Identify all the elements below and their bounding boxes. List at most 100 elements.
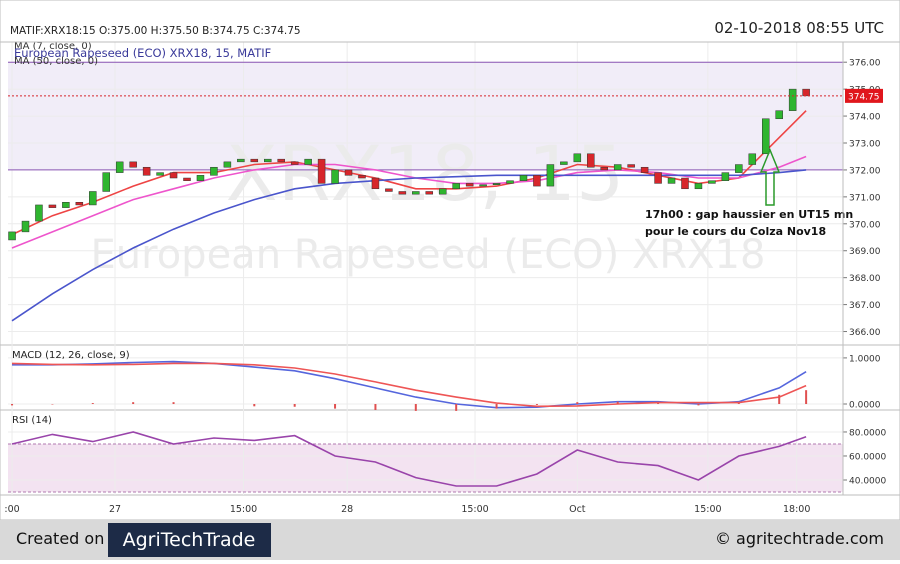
candle [789, 89, 796, 111]
candle [305, 159, 312, 164]
histogram-bar [778, 395, 780, 404]
candle [251, 159, 258, 162]
histogram-bar [294, 404, 296, 407]
candle [520, 175, 527, 180]
candle [345, 170, 352, 175]
candle [533, 175, 540, 186]
plot-area: 366.00367.00368.00369.00370.00371.00372.… [0, 41, 900, 515]
candle [9, 232, 16, 240]
candle [385, 189, 392, 192]
candle [681, 178, 688, 189]
candle [708, 181, 715, 184]
candle [493, 183, 500, 184]
x-tick-label: 18:00 [783, 504, 810, 515]
candle [735, 165, 742, 173]
candle [749, 154, 756, 165]
y-tick-label: 0.0000 [849, 401, 881, 411]
candle [278, 159, 285, 162]
histogram-bar [455, 404, 457, 411]
footer-site: © agritechtrade.com [715, 529, 884, 548]
candle [237, 159, 244, 162]
candle [399, 191, 406, 194]
candle [291, 162, 298, 165]
x-tick-label: Oct [569, 504, 586, 515]
last-price-label: 374.75 [848, 92, 880, 102]
candle [224, 162, 231, 167]
y-tick-label: 376.00 [849, 59, 881, 69]
candle [453, 183, 460, 188]
y-tick-label: 366.00 [849, 328, 881, 338]
y-tick-label: 368.00 [849, 274, 881, 284]
footer-created: Created on [16, 529, 104, 548]
candle [803, 89, 810, 96]
candle [62, 202, 69, 207]
x-tick-label: 15:00 [230, 504, 257, 515]
candle [466, 183, 473, 186]
annotation: pour le cours du Colza Nov18 [645, 225, 826, 238]
candle [130, 162, 137, 167]
candle [655, 173, 662, 184]
candle [372, 178, 379, 189]
histogram-bar [253, 404, 255, 406]
candle [412, 191, 419, 194]
x-tick-label: :00 [4, 504, 19, 515]
candle [776, 111, 783, 119]
histogram-bar [92, 403, 94, 404]
panel-title: RSI (14) [12, 415, 52, 426]
candle [22, 221, 29, 232]
candle [426, 191, 433, 194]
y-tick-label: 370.00 [849, 220, 881, 230]
x-tick-label: 15:00 [461, 504, 488, 515]
candle [116, 162, 123, 173]
candle [695, 183, 702, 188]
logo: AgriTechTrade [123, 529, 256, 551]
candle [574, 154, 581, 162]
annotation: 17h00 : gap haussier en UT15 mn [645, 208, 853, 221]
y-tick-label: 369.00 [849, 247, 881, 257]
candle [507, 181, 514, 184]
candle [103, 173, 110, 192]
candle [264, 159, 271, 162]
candle [157, 173, 164, 176]
histogram-bar [11, 404, 13, 405]
y-tick-label: 371.00 [849, 193, 881, 203]
candle [89, 191, 96, 204]
candle [722, 173, 729, 181]
candle [143, 167, 150, 175]
y-tick-label: 40.0000 [849, 476, 886, 486]
histogram-bar [738, 403, 740, 404]
y-tick-label: 373.00 [849, 140, 881, 150]
candle [587, 154, 594, 167]
histogram-bar [576, 402, 578, 404]
candle [197, 175, 204, 180]
histogram-bar [697, 404, 699, 405]
candle [35, 205, 42, 221]
candle [358, 175, 365, 178]
candle [614, 165, 621, 170]
histogram-bar [536, 404, 538, 405]
candle [184, 178, 191, 181]
candle [49, 205, 56, 208]
histogram-bar [657, 403, 659, 404]
candle [332, 170, 339, 183]
panel-title: MACD (12, 26, close, 9) [12, 350, 130, 361]
candle [641, 167, 648, 172]
candle [76, 202, 83, 205]
y-tick-label: 60.0000 [849, 452, 886, 462]
watermark: XRX18, 15 [226, 129, 625, 218]
datetime: 02-10-2018 08:55 UTC [714, 19, 884, 37]
candle [210, 167, 217, 175]
x-tick-label: 28 [341, 504, 353, 515]
histogram-bar [617, 402, 619, 404]
y-tick-label: 372.00 [849, 166, 881, 176]
candle [318, 159, 325, 183]
histogram-bar [496, 404, 498, 409]
legend-series: MA (50, close, 0) [14, 56, 98, 67]
candle [628, 165, 635, 168]
histogram-bar [173, 402, 175, 404]
histogram-bar [415, 404, 417, 411]
x-tick-label: 15:00 [694, 504, 721, 515]
candle [480, 185, 487, 186]
